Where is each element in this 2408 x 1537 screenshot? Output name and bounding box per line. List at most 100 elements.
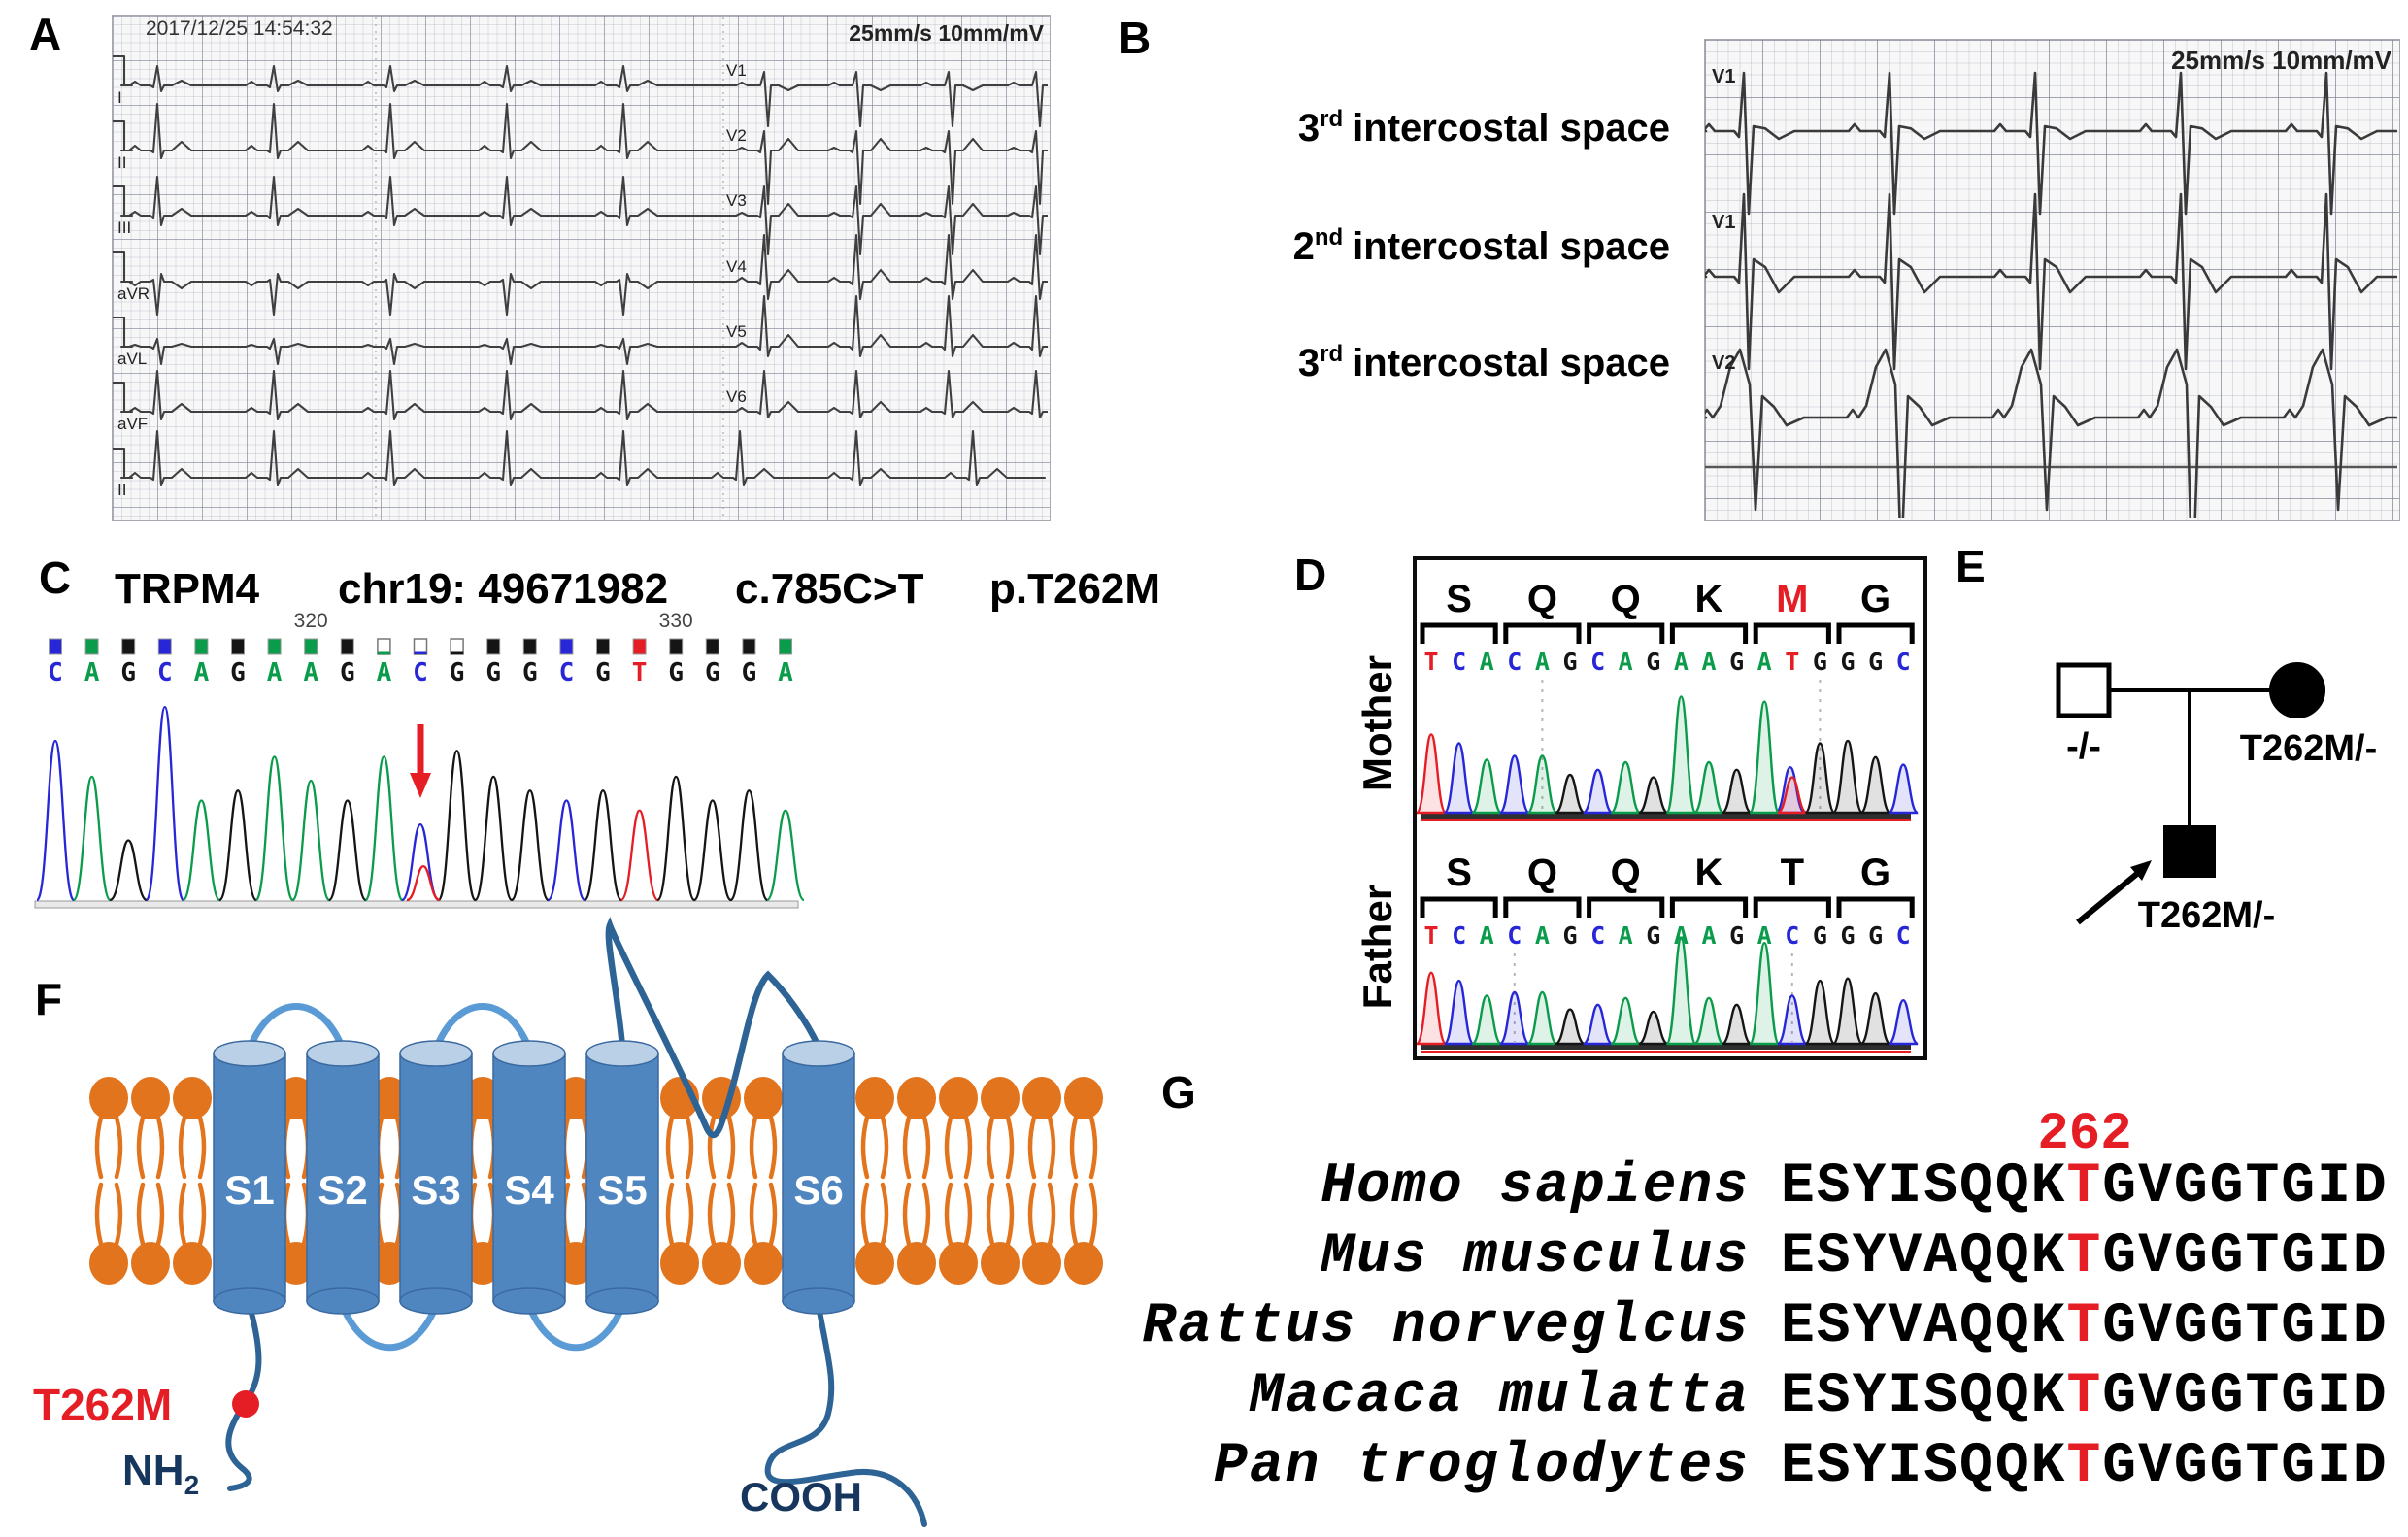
lipid-tail xyxy=(1069,1115,1079,1180)
trace-peak xyxy=(437,750,477,902)
base-letter: C xyxy=(1785,921,1799,950)
amino-acid-label: G xyxy=(1860,578,1890,620)
lipid-head xyxy=(939,1242,978,1285)
ics-label-1: 3rd intercostal space xyxy=(1117,106,1670,150)
tm-segment-label: S2 xyxy=(318,1167,367,1213)
codon-bracket xyxy=(1753,896,1831,918)
father-label: Father xyxy=(1354,884,1400,1010)
quality-square xyxy=(486,638,501,655)
codon-bracket xyxy=(1669,622,1749,644)
lipid-head xyxy=(131,1077,170,1119)
intracellular-loop xyxy=(339,1302,440,1352)
extracellular-loop xyxy=(432,1003,533,1053)
base-letter: G xyxy=(705,658,720,687)
aligned-sequence: ESYISQQKTGVGGTGID xyxy=(1781,1435,2389,1498)
tm-segment-top xyxy=(213,1040,286,1067)
pedigree-father-symbol xyxy=(2056,662,2112,718)
aligned-sequence: ESYISQQKTGVGGTGID xyxy=(1781,1155,2389,1219)
trace-peak xyxy=(1831,739,1864,815)
base-letter: G xyxy=(1813,648,1827,676)
lipid-head xyxy=(89,1242,128,1285)
b-lead-label: V1 xyxy=(1712,212,1735,233)
trace-peak xyxy=(364,755,404,902)
trace-peak xyxy=(1638,776,1669,815)
genomic-locus: chr19: 49671982 xyxy=(338,565,669,613)
panel-f-label: F xyxy=(35,974,63,1024)
codon-bracket xyxy=(1420,622,1498,644)
lipid-head xyxy=(981,1242,1020,1285)
b-lead-label: V2 xyxy=(1712,352,1735,374)
lead-label-left: I xyxy=(117,88,122,107)
base-letter: C xyxy=(1452,648,1466,676)
lipid-tail xyxy=(197,1182,207,1247)
trace-peak xyxy=(1443,742,1475,815)
gene-name: TRPM4 xyxy=(115,565,260,613)
trace-peak xyxy=(1582,768,1614,815)
lipid-head xyxy=(173,1242,212,1285)
lipid-tail xyxy=(1005,1182,1015,1247)
ecg-a-calibration: 25mm/s 10mm/mV xyxy=(849,20,1044,46)
tm-segment-label: S5 xyxy=(597,1167,647,1213)
lipid-tail xyxy=(685,1182,694,1247)
lipid-tail xyxy=(1005,1115,1015,1180)
lipid-tail xyxy=(665,1182,675,1247)
base-letter: A xyxy=(377,658,392,687)
lipid-tail xyxy=(921,1182,931,1247)
base-letter: G xyxy=(1840,921,1855,950)
lipid-tail xyxy=(1088,1115,1098,1180)
base-letter: A xyxy=(1480,921,1494,950)
ecg-timestamp: 2017/12/25 14:54:32 xyxy=(146,17,333,40)
trace-peak xyxy=(1582,1003,1614,1046)
lipid-head xyxy=(89,1077,128,1119)
ics-label-3: 3rd intercostal space xyxy=(1117,341,1670,385)
lipid-tail xyxy=(114,1182,123,1247)
lipid-tail xyxy=(880,1182,889,1247)
tm-segment-top xyxy=(306,1040,380,1067)
codon-bracket xyxy=(1836,622,1915,644)
base-letter: G xyxy=(485,658,501,687)
aligned-sequence: ESYISQQKTGVGGTGID xyxy=(1781,1365,2389,1428)
base-letter: G xyxy=(595,658,611,687)
trace-peak xyxy=(692,799,732,902)
trace-peak xyxy=(474,775,514,902)
lipid-head xyxy=(744,1242,783,1285)
lipid-tail xyxy=(197,1115,207,1180)
trace-peak xyxy=(1498,754,1530,815)
codon-bracket xyxy=(1836,896,1915,918)
ecg-trace-II xyxy=(113,102,1048,206)
lead-label-left: II xyxy=(117,481,126,499)
lipid-tail xyxy=(944,1115,953,1180)
trace-peak xyxy=(510,789,550,902)
panel-e-label: E xyxy=(1956,541,1986,591)
het-peak xyxy=(406,864,441,902)
pedigree-proband-symbol xyxy=(2163,825,2216,878)
quality-square xyxy=(340,638,354,655)
tm-segment-body xyxy=(306,1053,380,1302)
base-letter: T xyxy=(1785,648,1799,676)
lead-label-left: aVL xyxy=(117,350,147,368)
base-letter: G xyxy=(1729,921,1744,950)
lipid-head xyxy=(556,1077,595,1119)
quality-square xyxy=(84,638,99,655)
tm-segment-body xyxy=(585,1053,659,1302)
lipid-tail xyxy=(114,1115,123,1180)
lead-label-right: V3 xyxy=(726,191,747,210)
b-lead-label: V1 xyxy=(1712,66,1735,87)
panel-c-label: C xyxy=(39,552,72,603)
lipid-head xyxy=(855,1242,894,1285)
base-letter: G xyxy=(120,658,136,687)
trace-baseline xyxy=(1421,814,1911,819)
lipid-tail xyxy=(860,1115,870,1180)
trace-peak xyxy=(145,705,184,902)
trace-peak xyxy=(1859,991,1891,1046)
lipid-head xyxy=(131,1242,170,1285)
base-letter: G xyxy=(522,658,538,687)
base-letter: G xyxy=(1729,648,1744,676)
lipid-tail xyxy=(1047,1182,1056,1247)
ecg-trace-aVR xyxy=(113,233,1048,317)
panel-d-label: D xyxy=(1294,550,1327,600)
trace-peak xyxy=(1721,768,1753,815)
lead-label-right: V6 xyxy=(726,387,747,406)
mutation-arrow-head xyxy=(410,773,431,798)
